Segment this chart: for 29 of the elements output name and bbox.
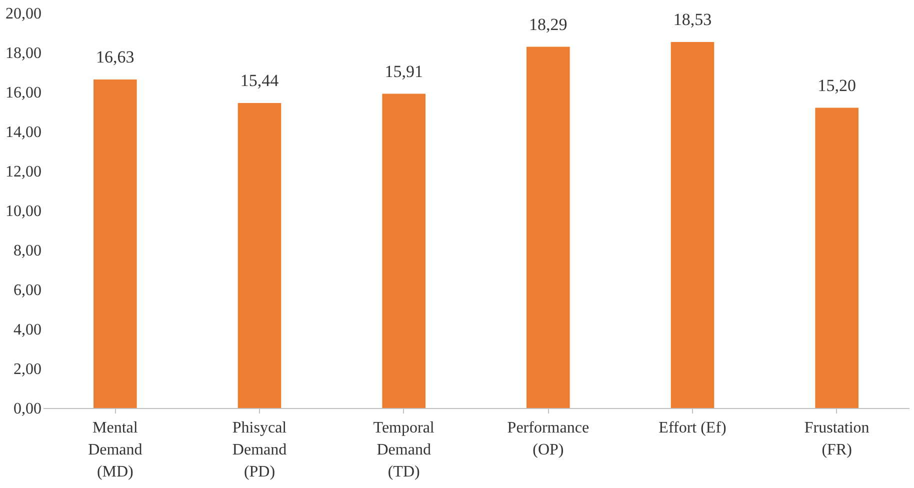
y-tick-label: 18,00	[6, 45, 42, 62]
x-tick-label: Mental Demand (MD)	[88, 420, 142, 480]
y-tick-label: 16,00	[6, 84, 42, 102]
data-label: 18,29	[529, 14, 568, 34]
y-tick-label: 12,00	[6, 164, 42, 180]
bar	[670, 42, 714, 408]
x-tick-label: Phisycal Demand (PD)	[232, 420, 288, 480]
x-tick-label: Temporal Demand (TD)	[373, 420, 435, 480]
bar	[238, 103, 282, 408]
data-label: 16,63	[96, 48, 134, 67]
x-tick-label: Frustation (FR)	[804, 420, 870, 458]
data-label: 15,20	[818, 76, 856, 95]
data-label: 18,53	[673, 10, 712, 30]
bar	[382, 94, 426, 408]
y-tick-label: 20,00	[6, 6, 42, 22]
data-label: 15,91	[384, 62, 423, 81]
data-label: 15,44	[240, 71, 280, 90]
y-tick-label: 10,00	[6, 203, 42, 220]
bar	[815, 108, 858, 408]
y-tick-label: 4,00	[14, 322, 42, 338]
y-tick-label: 8,00	[14, 242, 42, 260]
x-tick-label: Effort (Ef)	[658, 420, 726, 436]
bar	[94, 80, 137, 408]
y-tick-label: 0,00	[14, 400, 42, 418]
y-tick-label: 2,00	[14, 361, 42, 378]
x-tick-label: Performance (OP)	[507, 420, 590, 458]
y-tick-label: 6,00	[14, 282, 42, 299]
bar	[526, 46, 570, 408]
y-tick-label: 14,00	[6, 124, 42, 141]
